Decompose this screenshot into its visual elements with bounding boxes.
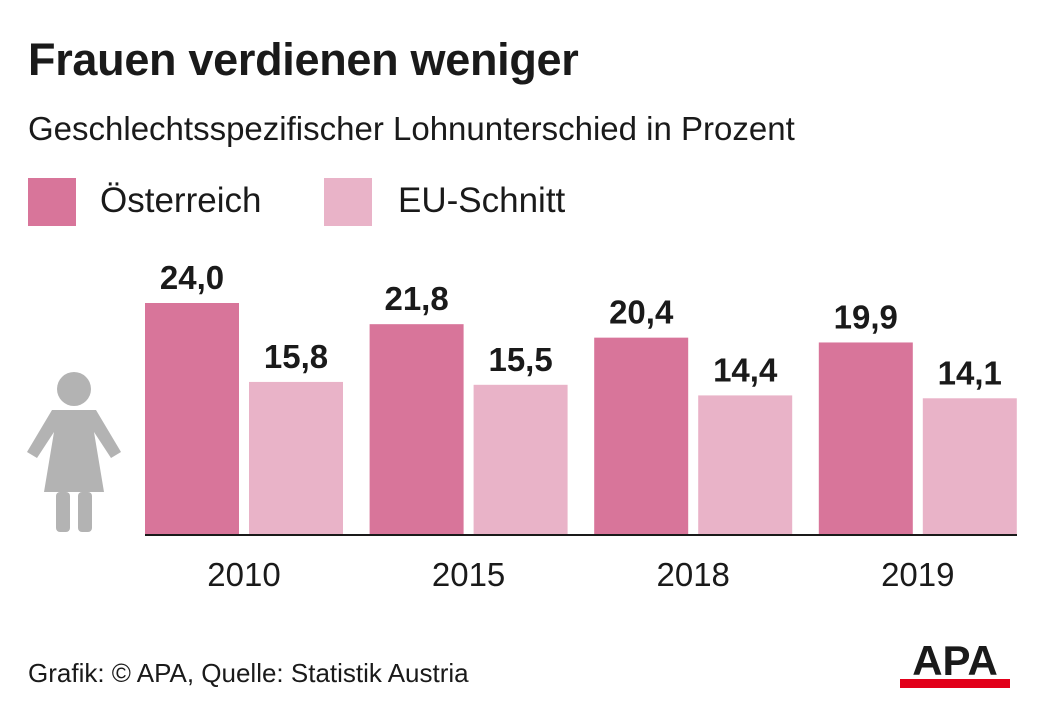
value-label-austria-2018: 20,4 xyxy=(609,294,674,331)
bar-eu-2019 xyxy=(922,398,1017,534)
value-label-eu-2015: 15,5 xyxy=(488,341,552,378)
value-label-austria-2010: 24,0 xyxy=(160,259,224,296)
chart-title: Frauen verdienen weniger xyxy=(28,34,579,85)
x-tick-label-2015: 2015 xyxy=(432,556,505,593)
legend-swatch-austria xyxy=(28,178,76,226)
apa-logo: APA xyxy=(900,638,1010,688)
apa-logo-bar xyxy=(900,679,1010,688)
legend-swatch-eu xyxy=(324,178,372,226)
bar-austria-2019 xyxy=(818,342,913,534)
bar-austria-2018 xyxy=(594,337,689,534)
x-tick-label-2010: 2010 xyxy=(207,556,280,593)
legend-label-eu: EU-Schnitt xyxy=(398,181,566,220)
bar-eu-2010 xyxy=(249,381,343,534)
x-tick-label-2018: 2018 xyxy=(656,556,729,593)
x-tick-label-2019: 2019 xyxy=(881,556,954,593)
value-label-eu-2010: 15,8 xyxy=(264,338,328,375)
woman-icon xyxy=(27,372,121,532)
chart-subtitle: Geschlechtsspezifischer Lohnunterschied … xyxy=(28,110,795,147)
value-label-austria-2019: 19,9 xyxy=(834,298,898,335)
value-label-eu-2018: 14,4 xyxy=(713,351,778,388)
legend-label-austria: Österreich xyxy=(100,181,262,220)
source-note: Grafik: © APA, Quelle: Statistik Austria xyxy=(28,658,469,688)
value-label-eu-2019: 14,1 xyxy=(938,354,1002,391)
value-label-austria-2015: 21,8 xyxy=(384,280,448,317)
apa-logo-text: APA xyxy=(912,638,998,684)
bar-austria-2010 xyxy=(145,303,239,534)
bar-austria-2015 xyxy=(369,324,464,534)
bar-eu-2018 xyxy=(698,395,793,534)
bar-eu-2015 xyxy=(473,384,568,534)
